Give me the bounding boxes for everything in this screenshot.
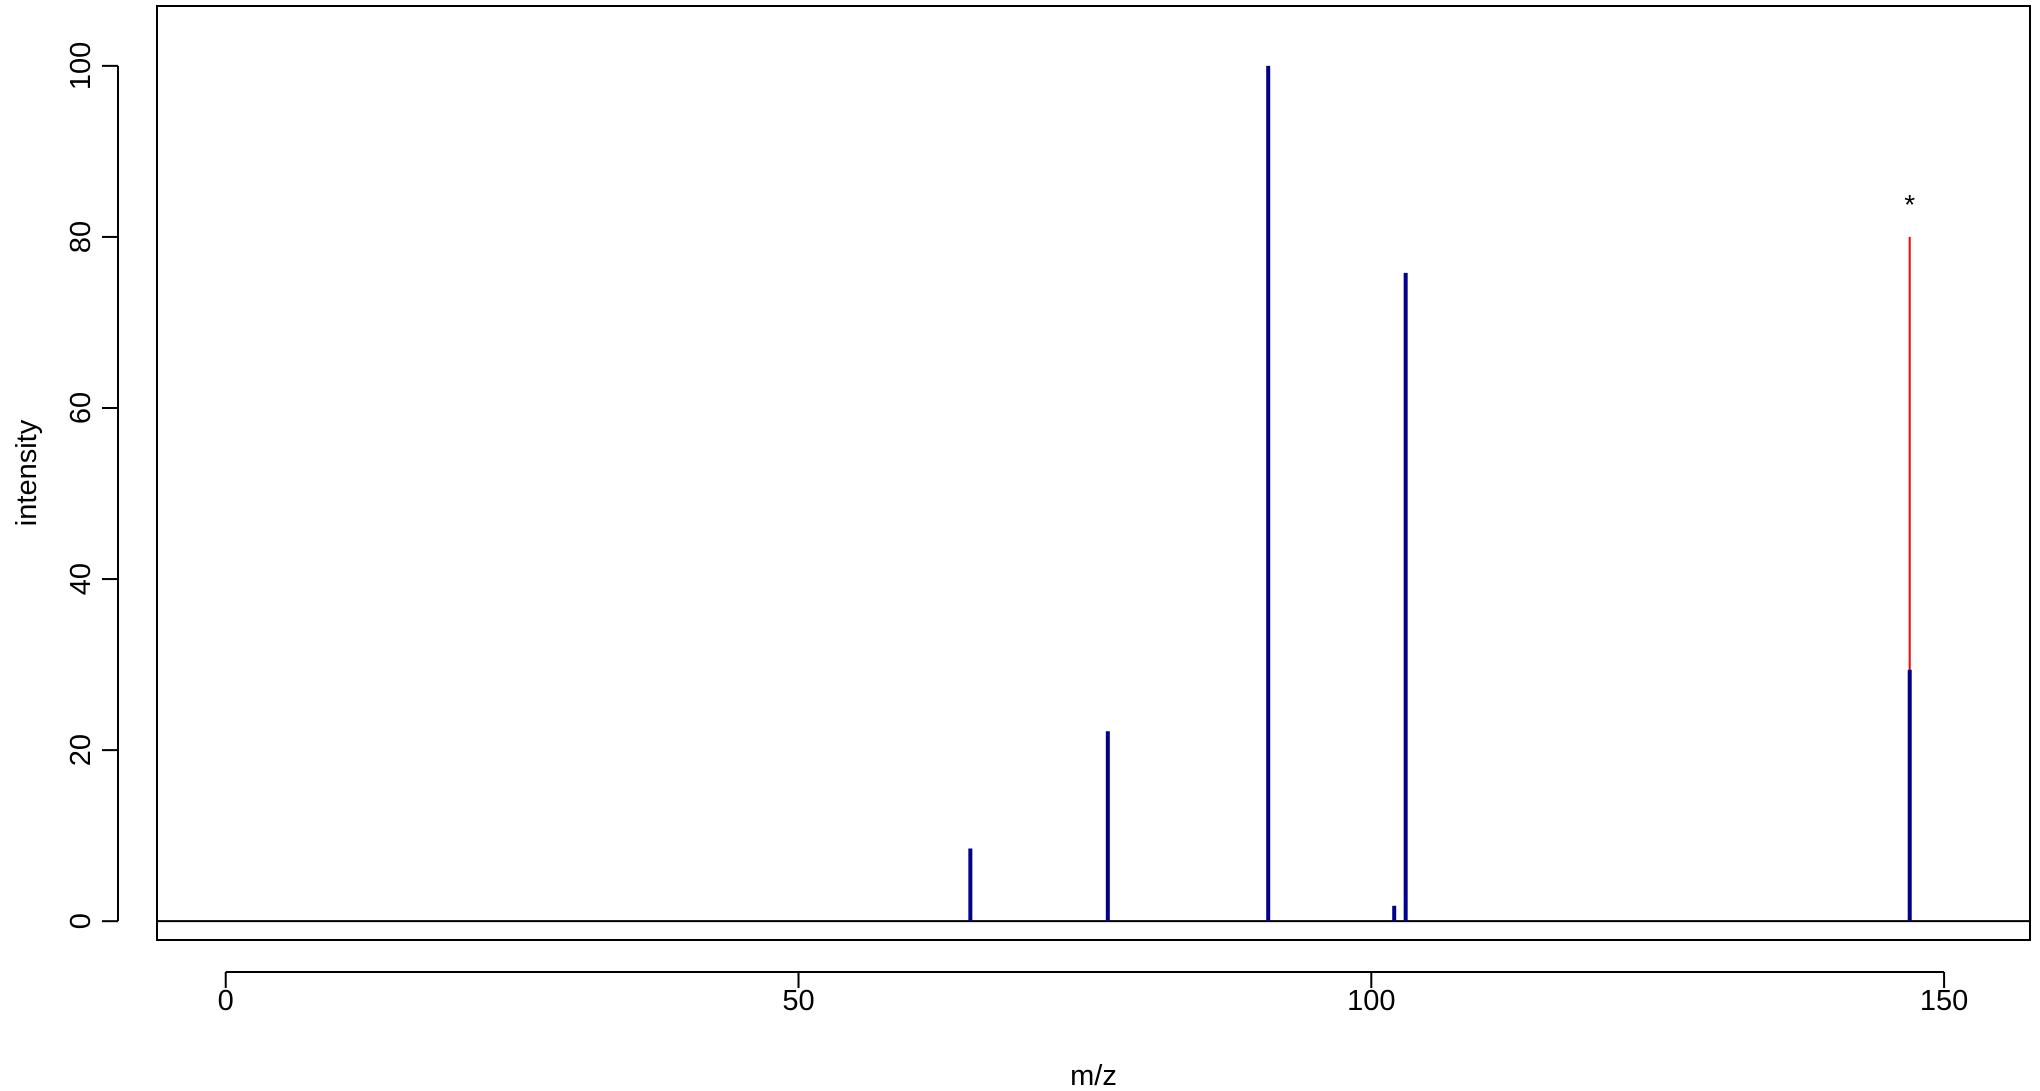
axes-layer: 0 50 100 150 0 20 40 60 80 100: [65, 42, 1968, 1017]
y-tick-label: 100: [65, 42, 97, 90]
bars-layer: [157, 65, 2030, 923]
x-axis-label: m/z: [1070, 1060, 1117, 1091]
y-tick-label: 40: [65, 563, 97, 595]
y-tick-label: 0: [65, 913, 97, 929]
x-tick-label: 100: [1347, 985, 1395, 1017]
x-tick-label: 0: [218, 985, 234, 1017]
y-tick-label: 20: [65, 734, 97, 766]
plot-frame: [156, 5, 2031, 941]
y-tick-label: 60: [65, 392, 97, 424]
y-axis-label: intensity: [11, 419, 43, 526]
annotation-layer: *: [1904, 189, 1915, 220]
x-tick-label: 50: [782, 985, 814, 1017]
peak-marker-asterisk: *: [1904, 189, 1915, 220]
x-tick-label: 150: [1920, 985, 1968, 1017]
y-tick-label: 80: [65, 221, 97, 253]
